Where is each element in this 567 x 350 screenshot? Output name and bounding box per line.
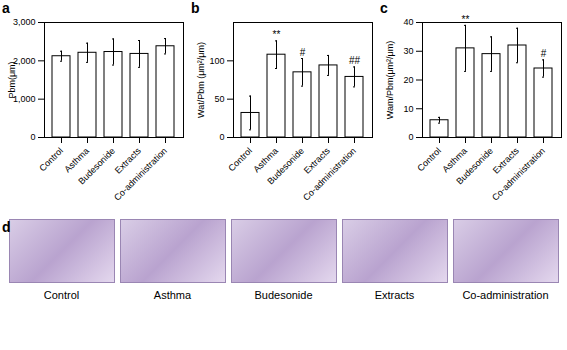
svg-text:40: 40	[403, 17, 413, 27]
svg-text:Wam/Pbm(μm²/μm): Wam/Pbm(μm²/μm)	[385, 41, 395, 120]
svg-text:2,000: 2,000	[13, 55, 36, 66]
svg-text:100: 100	[209, 56, 224, 66]
svg-text:Control: Control	[415, 146, 443, 174]
svg-text:1,000: 1,000	[13, 94, 36, 104]
svg-text:50: 50	[214, 94, 224, 104]
svg-text:Budesonide: Budesonide	[454, 146, 495, 187]
svg-text:Asthma: Asthma	[440, 145, 469, 175]
svg-text:Control: Control	[226, 146, 254, 174]
svg-text:0: 0	[219, 132, 224, 142]
svg-text:Budesonide: Budesonide	[76, 146, 117, 187]
svg-text:Control: Control	[37, 146, 65, 174]
html-text:a: a	[2, 0, 10, 16]
html-text:Extracts: Extracts	[374, 289, 415, 301]
svg-text:0: 0	[408, 132, 413, 142]
svg-text:Budesonide: Budesonide	[265, 146, 306, 187]
html-text:d: d	[2, 219, 11, 235]
html-text:Budesonide: Budesonide	[254, 289, 313, 301]
svg-text:Asthma: Asthma	[62, 145, 91, 175]
svg-text:10: 10	[403, 104, 413, 114]
html-text:Asthma: Asthma	[153, 289, 192, 301]
html-text:c: c	[380, 0, 388, 16]
svg-text:#: #	[541, 48, 547, 59]
svg-text:Asthma: Asthma	[251, 145, 280, 175]
svg-text:**: **	[273, 29, 281, 40]
svg-text:30: 30	[403, 46, 413, 56]
svg-text:Co-administration: Co-administration	[490, 146, 547, 203]
html-text:b: b	[191, 0, 200, 16]
svg-text:Co-administration: Co-administration	[301, 146, 358, 203]
svg-text:Extracts: Extracts	[301, 145, 332, 176]
svg-text:Wat/Pbm (μm²/μm): Wat/Pbm (μm²/μm)	[196, 42, 206, 118]
svg-text:Extracts: Extracts	[490, 145, 521, 176]
svg-text:0: 0	[30, 132, 35, 142]
svg-text:20: 20	[403, 75, 413, 85]
html-text:Co-administration: Co-administration	[462, 289, 549, 301]
svg-text:#: #	[300, 47, 306, 58]
svg-text:Extracts: Extracts	[112, 145, 143, 176]
svg-text:3,000: 3,000	[13, 17, 36, 27]
svg-text:##: ##	[349, 55, 361, 66]
svg-text:Pbm(μm): Pbm(μm)	[7, 61, 17, 98]
svg-text:Co-administration: Co-administration	[112, 146, 169, 203]
html-text:Control: Control	[43, 289, 80, 301]
